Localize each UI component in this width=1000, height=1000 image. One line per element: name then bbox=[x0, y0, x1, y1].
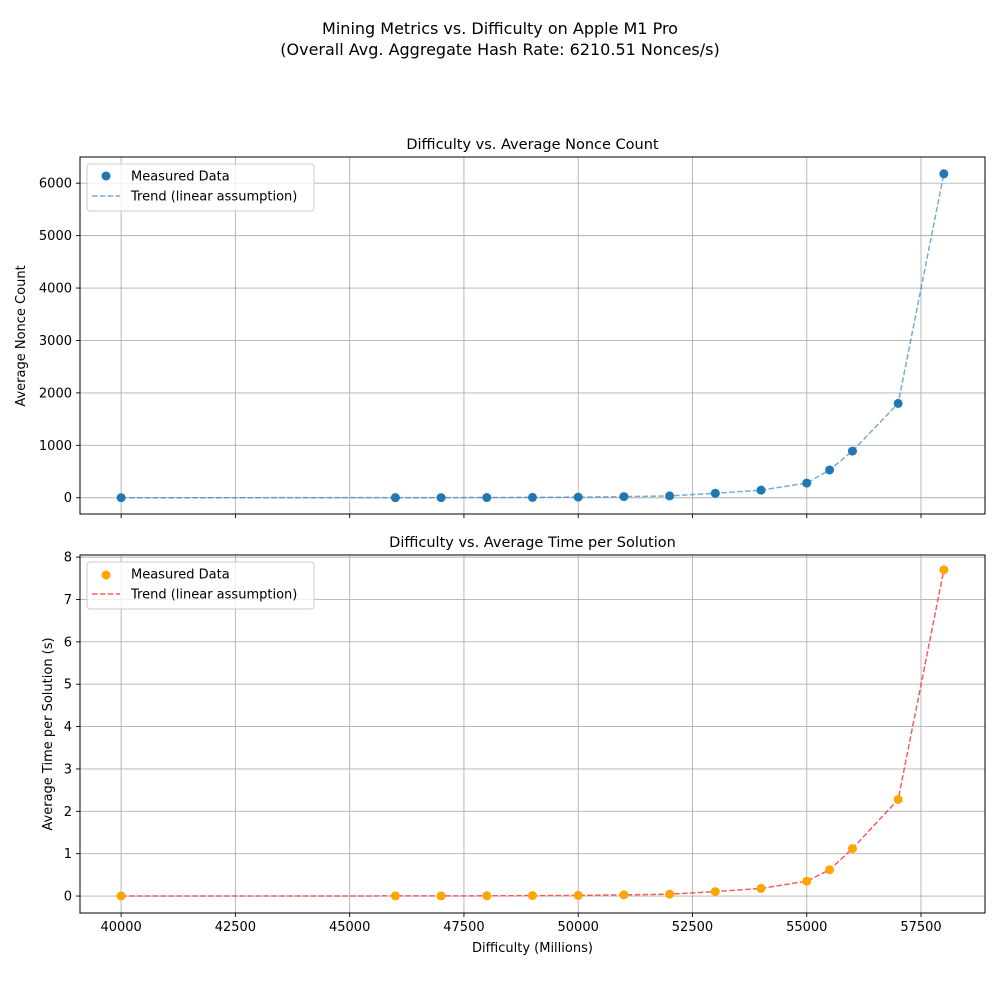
data-point bbox=[893, 794, 903, 804]
y-axis-label: Average Time per Solution (s) bbox=[41, 637, 56, 830]
y-tick-label: 4 bbox=[64, 720, 72, 735]
data-point bbox=[756, 883, 766, 893]
nonce-count-plot: Difficulty vs. Average Nonce Count Avera… bbox=[14, 137, 986, 518]
data-point bbox=[939, 565, 949, 575]
x-tick-label: 52500 bbox=[672, 920, 713, 935]
x-axis-label: Difficulty (Millions) bbox=[472, 941, 593, 956]
data-point bbox=[528, 891, 537, 901]
y-tick-label: 6 bbox=[64, 635, 72, 650]
x-tick-label: 55000 bbox=[786, 920, 827, 935]
y-tick-label: 2000 bbox=[39, 386, 72, 401]
y-tick-label: 1 bbox=[64, 847, 72, 862]
y-tick-label: 3000 bbox=[39, 334, 72, 349]
y-tick-label: 5 bbox=[64, 678, 72, 693]
data-point bbox=[116, 891, 126, 901]
time-per-solution-plot: Difficulty vs. Average Time per Solution… bbox=[41, 535, 986, 956]
legend: Measured Data Trend (linear assumption) bbox=[86, 163, 315, 212]
data-point bbox=[390, 493, 400, 503]
data-point bbox=[802, 876, 812, 886]
data-point bbox=[710, 887, 720, 897]
data-point bbox=[573, 492, 583, 502]
data-point bbox=[756, 485, 766, 495]
legend-marker-measured bbox=[101, 570, 111, 580]
data-point bbox=[665, 491, 675, 501]
plot-title: Difficulty vs. Average Nonce Count bbox=[406, 137, 659, 153]
trend-line bbox=[121, 569, 945, 897]
data-point bbox=[619, 890, 629, 900]
data-point bbox=[847, 446, 857, 456]
data-point bbox=[825, 865, 835, 875]
data-point bbox=[436, 493, 446, 503]
data-point bbox=[665, 889, 675, 899]
y-tick-label: 3 bbox=[64, 762, 72, 777]
legend-label-measured: Measured Data bbox=[131, 568, 230, 583]
data-point bbox=[939, 169, 949, 179]
x-tick-label: 50000 bbox=[558, 920, 599, 935]
data-point bbox=[802, 478, 812, 488]
data-point bbox=[528, 492, 537, 502]
y-axis-label: Average Nonce Count bbox=[14, 265, 29, 406]
plot-frame bbox=[79, 554, 986, 914]
x-tick-label: 47500 bbox=[443, 920, 484, 935]
x-tick-label: 45000 bbox=[329, 920, 370, 935]
x-tick-label: 40000 bbox=[100, 920, 141, 935]
data-point bbox=[390, 891, 400, 901]
y-tick-label: 2 bbox=[64, 805, 72, 820]
data-point bbox=[893, 398, 903, 408]
data-point bbox=[847, 844, 857, 854]
y-tick-label: 1000 bbox=[39, 439, 72, 454]
x-tick-label: 57500 bbox=[900, 920, 941, 935]
trend-line bbox=[121, 173, 945, 499]
figure-title-line2: (Overall Avg. Aggregate Hash Rate: 6210.… bbox=[280, 40, 719, 59]
y-tick-label: 0 bbox=[64, 491, 72, 506]
legend-label-measured: Measured Data bbox=[131, 170, 230, 185]
y-tick-label: 0 bbox=[64, 890, 72, 905]
data-point bbox=[482, 493, 492, 503]
y-tick-label: 8 bbox=[64, 551, 72, 566]
data-point bbox=[116, 493, 126, 503]
plot-frame bbox=[79, 156, 986, 515]
data-point bbox=[619, 492, 629, 502]
data-point bbox=[436, 891, 446, 901]
legend: Measured Data Trend (linear assumption) bbox=[86, 561, 315, 610]
legend-marker-measured bbox=[101, 171, 111, 181]
data-point bbox=[825, 465, 835, 475]
y-tick-label: 4000 bbox=[39, 282, 72, 297]
data-point bbox=[482, 891, 492, 901]
y-tick-label: 6000 bbox=[39, 177, 72, 192]
legend-label-trend: Trend (linear assumption) bbox=[130, 190, 297, 205]
legend-label-trend: Trend (linear assumption) bbox=[130, 588, 297, 603]
figure-title-line1: Mining Metrics vs. Difficulty on Apple M… bbox=[322, 19, 678, 38]
y-tick-label: 7 bbox=[64, 593, 72, 608]
plot-title: Difficulty vs. Average Time per Solution bbox=[389, 535, 676, 551]
y-tick-label: 5000 bbox=[39, 229, 72, 244]
x-tick-label: 42500 bbox=[215, 920, 256, 935]
data-point bbox=[710, 488, 720, 498]
data-point bbox=[573, 890, 583, 900]
